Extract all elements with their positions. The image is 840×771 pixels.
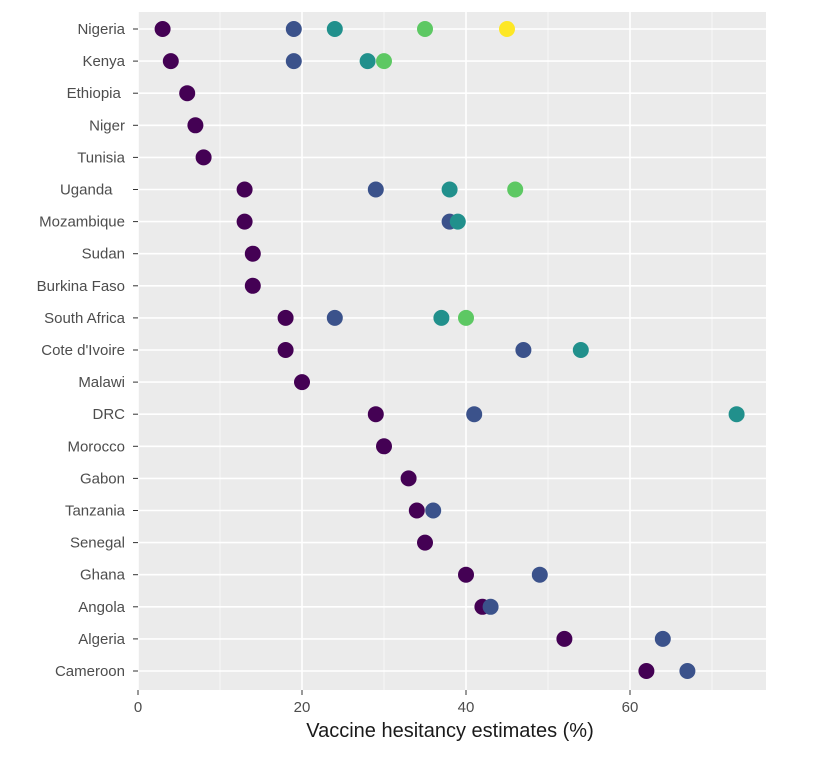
data-point — [507, 181, 524, 198]
y-tick-label: South Africa — [44, 310, 126, 327]
x-tick-label: 60 — [622, 699, 639, 716]
y-tick-label: Ghana — [80, 567, 126, 584]
data-point — [531, 566, 548, 583]
data-point — [572, 342, 589, 358]
y-tick-label: Tanzania — [65, 503, 126, 520]
data-point — [458, 309, 474, 326]
data-point — [294, 374, 310, 391]
data-point — [515, 342, 532, 358]
data-point — [441, 181, 458, 198]
y-tick-label: Ethiopia — [67, 85, 125, 102]
y-tick-label: Angola — [78, 599, 125, 616]
y-tick-label: Cote d'Ivoire — [41, 342, 125, 359]
data-point — [376, 53, 392, 70]
data-point — [359, 53, 376, 70]
data-point — [326, 21, 343, 37]
x-axis: 0 20 40 60 — [134, 690, 639, 716]
data-point — [236, 181, 253, 198]
x-tick-label: 40 — [458, 699, 475, 716]
data-point — [187, 117, 204, 134]
data-point — [458, 566, 474, 583]
data-point — [326, 309, 343, 326]
y-tick-label: Malawi — [78, 374, 125, 391]
x-tick-label: 20 — [294, 699, 311, 716]
data-point — [195, 149, 212, 166]
data-point — [376, 438, 392, 455]
data-point — [285, 53, 302, 70]
data-point — [400, 470, 417, 487]
y-tick-label: Gabon — [80, 470, 125, 487]
data-point — [179, 85, 196, 102]
data-point — [499, 21, 515, 37]
data-point — [482, 598, 499, 615]
data-point — [162, 53, 179, 70]
data-point — [425, 502, 442, 519]
y-tick-label: Mozambique — [39, 214, 125, 231]
data-point — [638, 663, 655, 679]
x-axis-title: Vaccine hesitancy estimates (%) — [306, 720, 594, 742]
data-point — [367, 406, 384, 423]
y-tick-label: Sudan — [82, 246, 125, 263]
data-point — [244, 245, 261, 262]
y-tick-label: Nigeria — [77, 21, 125, 38]
y-tick-label: DRC — [93, 406, 126, 423]
y-tick-label: Cameroon — [55, 663, 125, 680]
data-point — [417, 21, 433, 37]
data-point — [679, 663, 696, 679]
data-points — [154, 21, 745, 679]
plot-panel — [138, 12, 766, 690]
data-point — [466, 406, 483, 423]
data-point — [433, 309, 450, 326]
data-point — [285, 21, 302, 37]
data-point — [236, 213, 253, 230]
data-point — [408, 502, 425, 519]
data-point — [449, 213, 466, 230]
y-tick-label: Kenya — [82, 53, 125, 70]
data-point — [556, 630, 573, 647]
y-tick-label: Tunisia — [77, 149, 125, 166]
data-point — [367, 181, 384, 198]
data-point — [277, 342, 294, 358]
y-tick-label: Niger — [89, 117, 125, 134]
x-tick-label: 0 — [134, 699, 142, 716]
data-point — [154, 21, 171, 37]
y-tick-label: Senegal — [70, 535, 125, 552]
data-point — [654, 630, 671, 647]
data-point — [728, 406, 745, 423]
data-point — [277, 309, 294, 326]
data-point — [417, 534, 433, 551]
y-tick-label: Algeria — [78, 631, 125, 648]
y-tick-label: Burkina Faso — [37, 278, 125, 295]
y-tick-label: Uganda — [60, 182, 125, 199]
y-tick-label: Morocco — [67, 438, 125, 455]
data-point — [244, 277, 261, 294]
